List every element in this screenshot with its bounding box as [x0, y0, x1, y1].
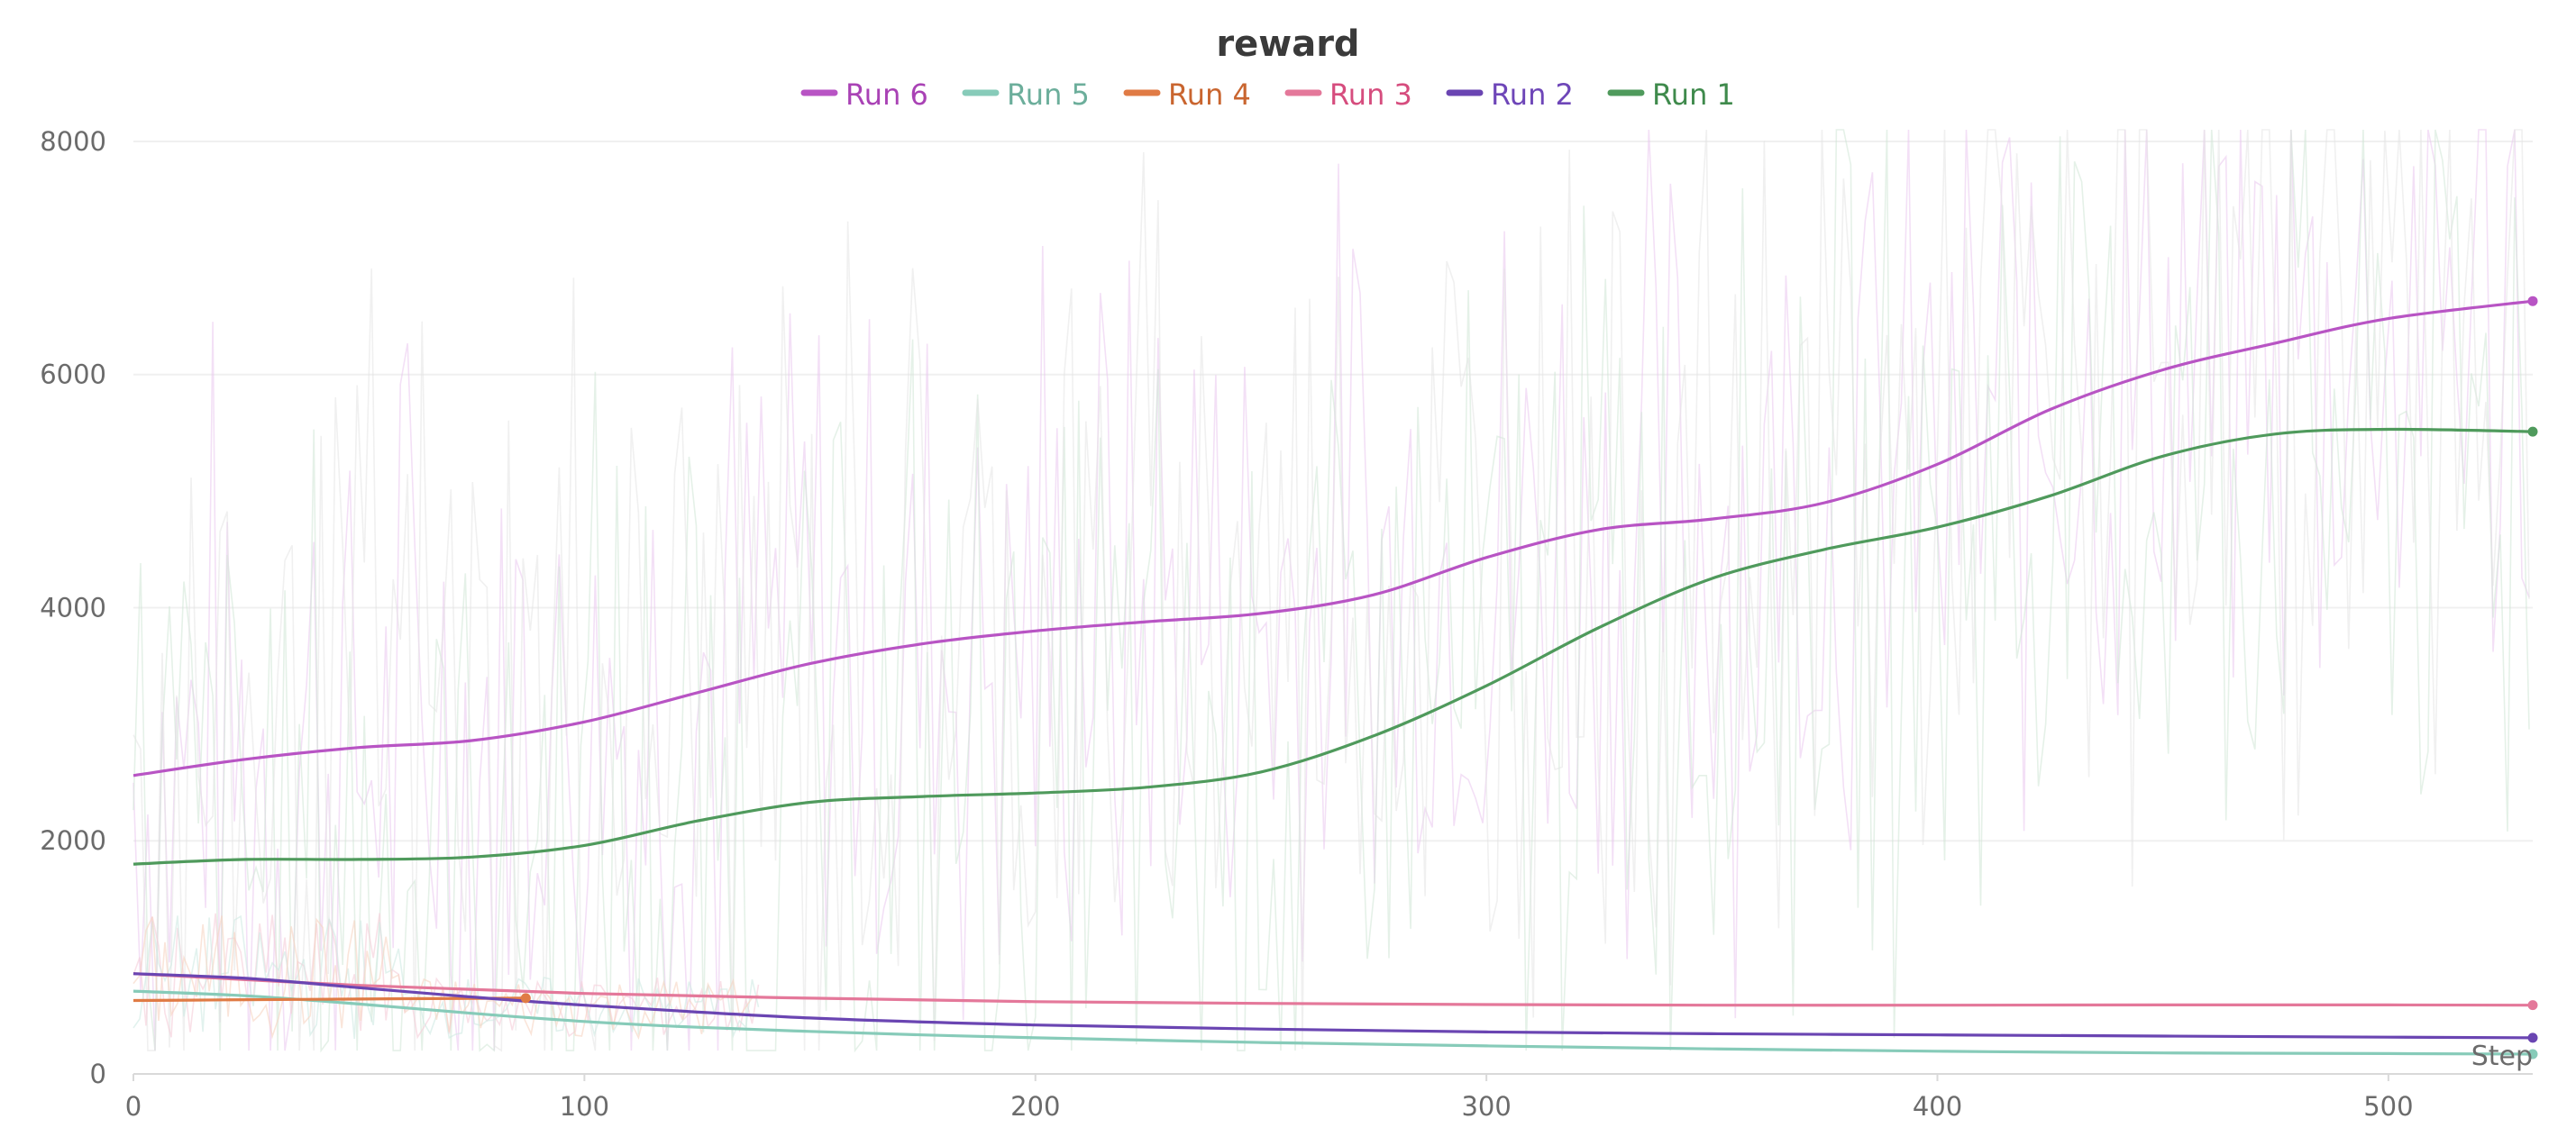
series-line-run-1: [132, 427, 2534, 866]
legend-item[interactable]: Run 1: [1607, 77, 1735, 112]
legend-label: Run 5: [1007, 77, 1090, 112]
endpoint-markers: [520, 296, 2538, 1060]
series-line-run-6: [132, 299, 2534, 778]
legend-label: Run 6: [845, 77, 928, 112]
x-tick-label: 100: [560, 1091, 609, 1122]
series-endpoint-run-3: [2527, 1000, 2538, 1011]
legend-label: Run 1: [1652, 77, 1735, 112]
y-tick-label: 6000: [40, 359, 106, 390]
y-tick-label: 8000: [40, 126, 106, 157]
legend-item[interactable]: Run 5: [962, 77, 1090, 112]
legend-item[interactable]: Run 4: [1123, 77, 1251, 112]
legend-item[interactable]: Run 2: [1446, 77, 1574, 112]
axes: 0 100 200 300 400 500: [125, 1073, 2533, 1122]
legend: Run 6 Run 5 Run 4 Run 3 Run 2 Run 1: [800, 77, 1735, 112]
legend-label: Run 3: [1329, 77, 1412, 112]
series-line-run-3: [132, 972, 2534, 1007]
x-tick-label: 300: [1461, 1091, 1511, 1122]
series-endpoint-run-2: [2527, 1032, 2538, 1043]
legend-label: Run 2: [1491, 77, 1574, 112]
y-tick-label: 0: [90, 1059, 106, 1089]
series-endpoint-run-1: [2527, 426, 2538, 437]
x-tick-label: 400: [1913, 1091, 1962, 1122]
series-endpoint-run-6: [2527, 296, 2538, 306]
legend-item[interactable]: Run 3: [1284, 77, 1412, 112]
x-axis-label: Step: [2471, 1041, 2533, 1072]
chart-title: reward: [1216, 23, 1359, 65]
series-endpoint-run-4: [520, 993, 531, 1004]
raw-noise-line: [132, 914, 760, 1040]
x-tick-label: 200: [1010, 1091, 1060, 1122]
x-tick-label: 500: [2363, 1091, 2413, 1122]
legend-item[interactable]: Run 6: [800, 77, 928, 112]
series-line-run-5: [132, 989, 2534, 1056]
y-tick-label: 2000: [40, 825, 106, 856]
legend-label: Run 4: [1168, 77, 1251, 112]
raw-noise-line: [132, 129, 2530, 1051]
raw-noise-layer: [132, 129, 2530, 1053]
x-tick-label: 0: [125, 1091, 142, 1122]
y-tick-label: 4000: [40, 592, 106, 623]
series-endpoint-run-5: [2527, 1049, 2538, 1060]
series-line-run-2: [132, 972, 2534, 1040]
series-layer: [132, 299, 2534, 1056]
raw-noise-line: [132, 129, 2530, 1052]
series-line-run-4: [132, 996, 526, 1003]
